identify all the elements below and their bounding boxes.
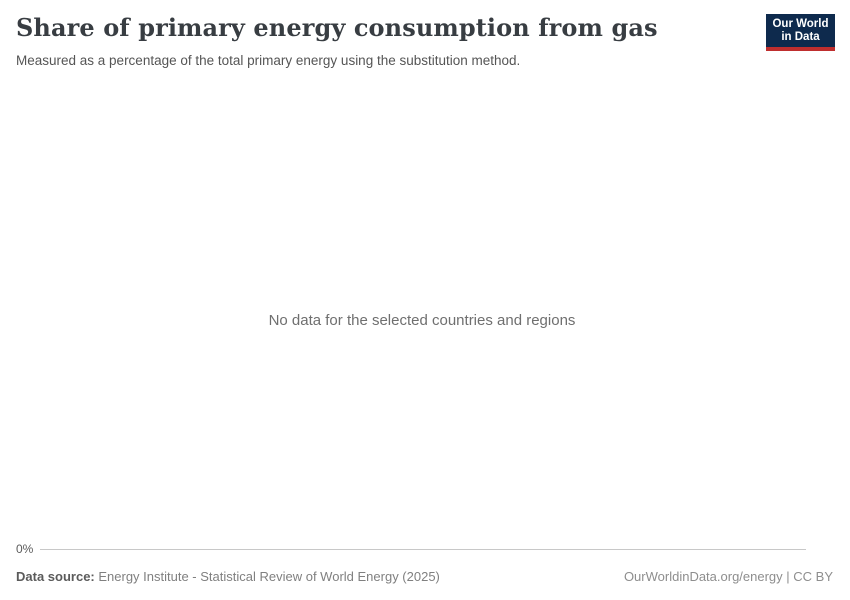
- chart-subtitle: Measured as a percentage of the total pr…: [16, 53, 521, 68]
- owid-logo-line1: Our World: [772, 17, 829, 30]
- attribution-link[interactable]: OurWorldinData.org/energy | CC BY: [623, 569, 833, 584]
- x-axis-line: [40, 549, 806, 550]
- no-data-message: No data for the selected countries and r…: [268, 312, 576, 329]
- owid-logo[interactable]: Our World in Data: [766, 14, 835, 51]
- data-source-value: Energy Institute - Statistical Review of…: [94, 569, 440, 584]
- y-axis-tick-0: 0%: [16, 542, 34, 556]
- chart-title: Share of primary energy consumption from…: [16, 13, 658, 42]
- data-source-line: Data source: Energy Institute - Statisti…: [16, 569, 440, 585]
- data-source-label: Data source:: [16, 569, 95, 584]
- owid-logo-line2: in Data: [781, 30, 820, 43]
